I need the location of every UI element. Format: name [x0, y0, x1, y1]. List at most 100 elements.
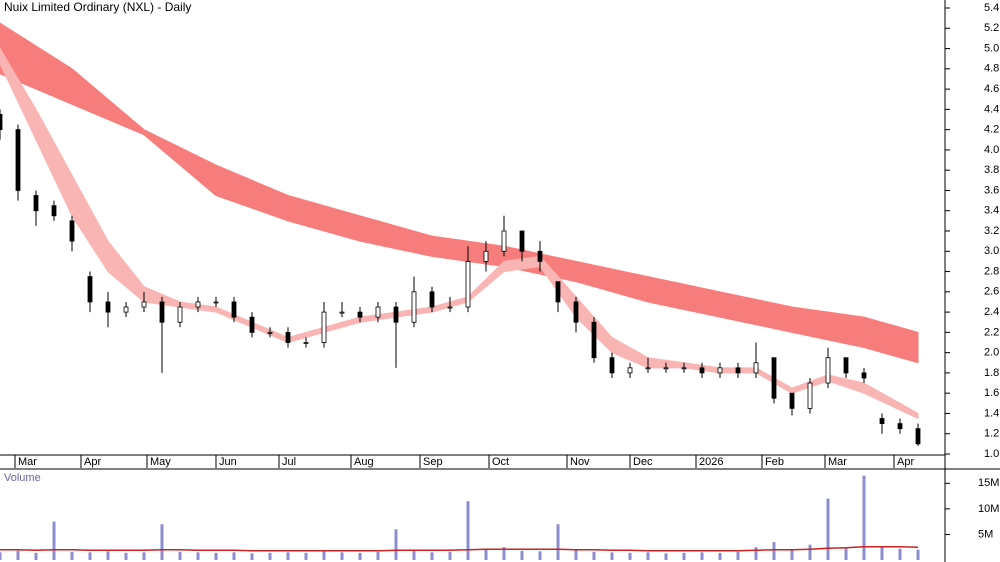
candle-body [393, 306, 399, 323]
candle-body [33, 195, 39, 212]
y-tick-label: 4.4 [984, 103, 999, 115]
candle-body [771, 357, 777, 399]
candle-body [591, 321, 597, 359]
y-tick-label: 4.0 [984, 144, 999, 156]
volume-bar [916, 549, 920, 560]
candle-body [177, 306, 183, 323]
volume-bar [610, 552, 614, 560]
volume-bar [844, 547, 848, 560]
x-tick-label: May [150, 456, 171, 468]
y-tick-label: 3.6 [984, 184, 999, 196]
candle-body [681, 367, 687, 370]
x-tick-label: Apr [84, 456, 101, 468]
x-tick-label: Dec [633, 456, 653, 468]
y-tick-label: 3.2 [984, 225, 999, 237]
x-tick-label: Mar [828, 456, 847, 468]
candle-body [447, 306, 453, 309]
candle-body [699, 367, 705, 374]
candle-body [303, 342, 309, 344]
volume-bar [718, 552, 722, 560]
candle-body [789, 392, 795, 409]
volume-bar [448, 551, 452, 560]
volume-bar [232, 552, 236, 560]
candle-body [339, 311, 345, 314]
candle-body [465, 261, 471, 308]
candle-body [51, 205, 57, 217]
volume-bar [772, 542, 776, 560]
y-tick-label: 5.2 [984, 22, 999, 34]
volume-bar [358, 552, 362, 560]
volume-label: Volume [4, 472, 41, 484]
volume-bar [682, 552, 686, 560]
volume-tick-label: 15M [978, 477, 999, 489]
volume-bar [124, 552, 128, 560]
x-tick-label: Nov [570, 456, 590, 468]
volume-bar [556, 524, 560, 560]
candle-body [501, 230, 507, 252]
candle-body [213, 301, 219, 304]
volume-bar [376, 551, 380, 560]
candle-body [321, 311, 327, 343]
candle-body [231, 301, 237, 318]
volume-bar [394, 529, 398, 560]
volume-bar [430, 552, 434, 560]
volume-bar [790, 549, 794, 560]
x-tick-label: Jun [219, 456, 237, 468]
candle-body [609, 357, 615, 374]
candle-body [123, 306, 129, 313]
ribbon-band [0, 22, 919, 364]
y-tick-label: 1.0 [984, 448, 999, 460]
x-tick-label: Jul [282, 456, 296, 468]
volume-average [0, 545, 919, 552]
volume-bar [592, 551, 596, 560]
candle-body [105, 301, 111, 313]
y-tick-label: 2.0 [984, 347, 999, 359]
volume-bar [754, 547, 758, 560]
y-tick-label: 3.4 [984, 205, 999, 217]
volume-bar [250, 553, 254, 560]
volume-bar [898, 548, 902, 560]
ribbon-band [0, 47, 919, 420]
y-tick-label: 4.8 [984, 63, 999, 75]
volume-bar [196, 552, 200, 560]
volume-bar [52, 521, 56, 560]
candle-body [879, 418, 885, 424]
volume-bar [484, 548, 488, 560]
candle-body [87, 276, 93, 303]
volume-bar [808, 544, 812, 560]
volume-bar [574, 550, 578, 560]
y-tick-label: 4.2 [984, 124, 999, 136]
chart-title: Nuix Limited Ordinary (NXL) - Daily [4, 0, 191, 14]
volume-bar [412, 549, 416, 560]
volume-bar [520, 550, 524, 560]
volume-bar [142, 552, 146, 560]
candle-body [861, 372, 867, 379]
x-tick-label: Oct [492, 456, 509, 468]
candle-body [195, 301, 201, 308]
candle-body [843, 357, 849, 374]
candle-body [627, 367, 633, 374]
candle-body [69, 220, 75, 242]
candle-body [519, 230, 525, 252]
volume-bar [304, 552, 308, 560]
volume-bar [16, 550, 20, 560]
volume-bar [664, 553, 668, 560]
candle-body [285, 331, 291, 343]
candle-body [915, 428, 921, 445]
volume-bar [862, 475, 866, 560]
volume-bar [340, 552, 344, 560]
volume-bar [538, 551, 542, 560]
y-tick-label: 3.0 [984, 245, 999, 257]
y-tick-label: 1.8 [984, 367, 999, 379]
volume-bar [160, 524, 164, 560]
y-tick-label: 5.4 [984, 2, 999, 14]
x-tick-label: Apr [897, 456, 914, 468]
y-tick-label: 2.4 [984, 306, 999, 318]
candle-body [249, 316, 255, 333]
volume-bar [700, 552, 704, 560]
y-tick-label: 2.2 [984, 326, 999, 338]
volume-bar [106, 551, 110, 560]
candle-body [159, 301, 165, 323]
candle-body [573, 301, 579, 323]
candle-body [0, 114, 3, 131]
